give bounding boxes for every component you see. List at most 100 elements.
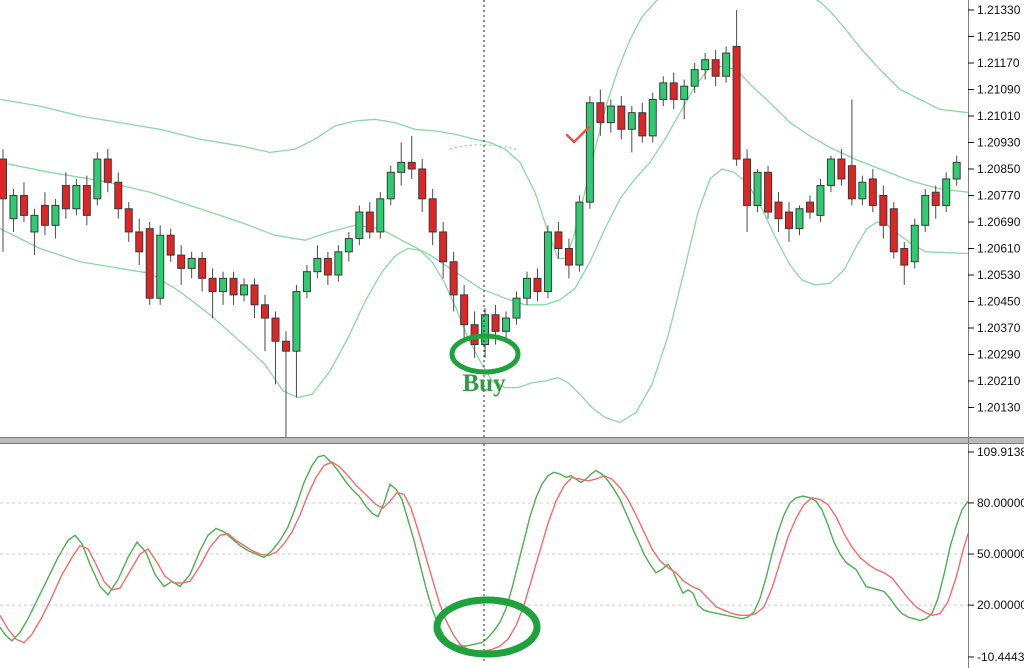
- candle-bullish: [9, 195, 18, 220]
- stochastic-main-line: [0, 454, 969, 647]
- panel-separator[interactable]: [0, 437, 1024, 444]
- candle-bullish: [51, 204, 60, 226]
- candle-bullish: [93, 158, 102, 200]
- price-axis[interactable]: 1.21330 1.21250 1.21170 1.21090 1.21010 1.209…: [968, 0, 1024, 668]
- candle-bullish: [313, 257, 322, 273]
- oscillator-axis-label: 80.00000: [977, 496, 1024, 510]
- oscillator-axis-label: -10.44430: [977, 650, 1024, 664]
- candle-bearish: [281, 340, 290, 352]
- candle-bullish: [344, 238, 353, 253]
- candle-bearish: [837, 158, 846, 180]
- price-axis-label: 1.20450: [977, 295, 1021, 309]
- red-checkmark-icon: [565, 125, 591, 144]
- oscillator-axis-label: 109.91381: [977, 445, 1024, 459]
- candle-bearish: [711, 59, 720, 77]
- price-axis-label: 1.20850: [977, 162, 1021, 176]
- candle-bullish: [376, 198, 385, 233]
- candle-bearish: [638, 112, 647, 137]
- candle-bullish: [355, 211, 364, 240]
- candle-bearish: [19, 195, 28, 216]
- candle-bullish: [156, 234, 165, 299]
- candle-bearish: [250, 284, 259, 306]
- price-axis-label: 1.20210: [977, 374, 1021, 388]
- candle-bearish: [879, 195, 888, 226]
- candle-bearish: [114, 181, 123, 210]
- price-axis-label: 1.20610: [977, 242, 1021, 256]
- price-axis-label: 1.21010: [977, 109, 1021, 123]
- candle-bearish: [743, 158, 752, 206]
- bollinger-lower-band: [0, 168, 969, 424]
- candle-bearish: [554, 231, 563, 249]
- price-axis-label: 1.21170: [977, 56, 1020, 70]
- candle-bullish: [826, 158, 835, 187]
- candle-bullish: [502, 317, 511, 332]
- candle-bullish: [302, 271, 311, 293]
- candle-bullish: [481, 314, 490, 346]
- candle-bullish: [722, 52, 731, 77]
- candle-bearish: [491, 314, 500, 332]
- candle-bullish: [523, 277, 531, 299]
- candle-bullish: [816, 185, 825, 216]
- candle-bearish: [198, 257, 207, 279]
- candle-bearish: [271, 317, 280, 342]
- bollinger-middle-dotted-arc: [449, 144, 519, 151]
- price-axis-label: 1.20770: [977, 189, 1021, 203]
- candle-bearish: [805, 201, 814, 213]
- candle-bullish: [292, 291, 301, 352]
- candle-bearish: [61, 185, 70, 210]
- candle-bearish: [407, 161, 416, 170]
- candle-bearish: [889, 208, 898, 253]
- candle-bearish: [177, 254, 186, 269]
- candle-bearish: [261, 304, 269, 319]
- price-axis-label: 1.20690: [977, 215, 1021, 229]
- candle-bullish: [219, 277, 228, 293]
- candle-bearish: [732, 45, 741, 160]
- price-axis-label: 1.20370: [977, 321, 1021, 335]
- candle-bearish: [124, 208, 133, 233]
- candle-bullish: [701, 59, 710, 71]
- price-axis-label: 1.20130: [977, 401, 1021, 415]
- buy-label: Buy: [462, 370, 506, 397]
- price-axis-label: 1.21250: [977, 30, 1021, 44]
- candle-bearish: [596, 102, 605, 124]
- candle-bullish: [386, 171, 395, 200]
- candle-bullish: [795, 208, 804, 230]
- candle-bearish: [449, 261, 458, 296]
- candle-bearish: [208, 277, 217, 293]
- candle-bullish: [187, 257, 196, 269]
- candle-bearish: [0, 158, 7, 200]
- candle-bullish: [585, 102, 594, 203]
- candle-bearish: [428, 198, 437, 233]
- candle-bearish: [145, 228, 154, 299]
- candle-bearish: [847, 165, 856, 200]
- candle-bullish: [606, 105, 615, 124]
- candle-bullish: [952, 161, 961, 180]
- candle-bearish: [323, 257, 332, 276]
- candle-bullish: [659, 82, 668, 100]
- candle-bullish: [397, 161, 406, 173]
- candle-bullish: [690, 69, 699, 87]
- candle-bullish: [512, 297, 521, 319]
- stochastic-signal-line: [0, 461, 969, 652]
- candle-bearish: [166, 234, 175, 256]
- candle-bearish: [617, 105, 626, 130]
- candle-bullish: [910, 224, 919, 263]
- price-axis-label: 1.20930: [977, 136, 1021, 150]
- candle-bearish: [785, 211, 793, 230]
- buy-signal-ellipse: [449, 333, 521, 375]
- candle-bearish: [82, 185, 91, 216]
- candle-bearish: [40, 204, 49, 226]
- candle-bearish: [135, 231, 144, 253]
- candle-bullish: [72, 185, 81, 210]
- oscillator-axis-label: 20.00000: [977, 598, 1024, 612]
- candle-bullish: [753, 171, 762, 206]
- candle-bearish: [900, 248, 909, 266]
- candle-bullish: [921, 195, 930, 226]
- candle-bearish: [931, 191, 940, 206]
- candle-bearish: [460, 294, 469, 326]
- candle-bullish: [240, 284, 249, 296]
- candle-bearish: [868, 178, 877, 206]
- candle-bullish: [334, 251, 343, 276]
- candle-bearish: [103, 158, 112, 183]
